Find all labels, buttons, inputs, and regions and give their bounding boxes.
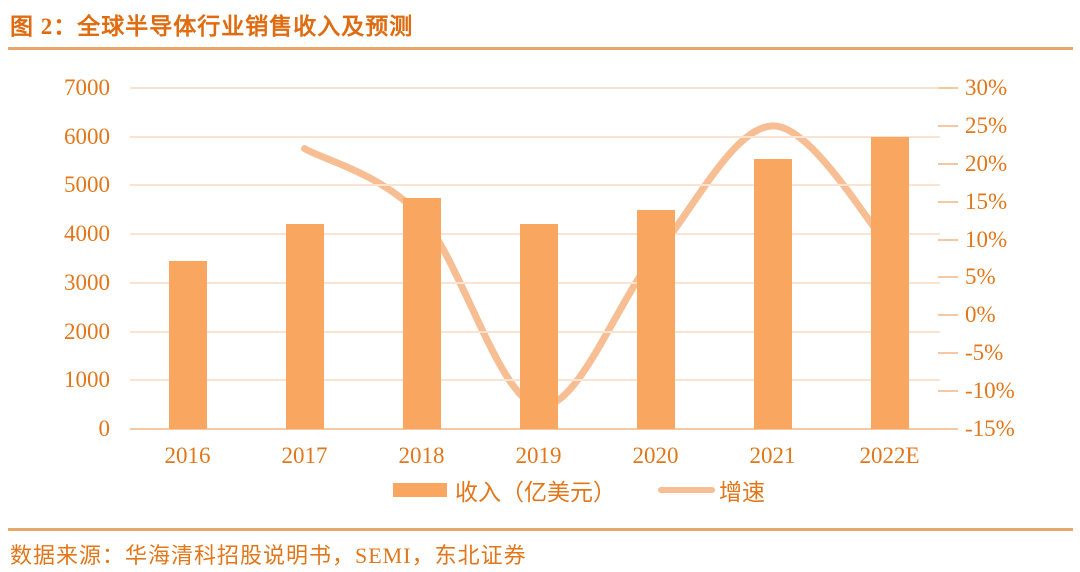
revenue-legend-label: 收入（亿美元） — [455, 480, 616, 505]
right-axis-tick — [938, 390, 958, 393]
revenue-bar-2020 — [636, 209, 675, 429]
growth-line — [301, 122, 893, 410]
right-axis-tick-label: 30% — [965, 75, 1008, 100]
x-axis-label-2021: 2021 — [749, 443, 796, 468]
x-axis-label-2017: 2017 — [281, 443, 328, 468]
left-axis-tick-label: 7000 — [64, 75, 110, 100]
x-axis-label-2018: 2018 — [398, 443, 445, 468]
revenue-bar-2016 — [168, 260, 207, 429]
right-axis-tick-label: 25% — [965, 112, 1008, 138]
right-axis-tick-label: -5% — [965, 340, 1004, 366]
right-axis-tick-label: -10% — [965, 378, 1015, 404]
right-axis-tick — [938, 162, 958, 165]
right-axis-tick — [938, 352, 958, 355]
gridline — [130, 135, 940, 138]
x-axis-line — [130, 428, 940, 430]
left-axis-tick-label: 1000 — [64, 367, 110, 393]
right-axis-tick-label: 10% — [965, 226, 1008, 252]
x-axis-label-2020: 2020 — [632, 443, 679, 468]
data-source-text: 数据来源：华海清科招股说明书，SEMI，东北证券 — [10, 543, 527, 568]
revenue-bar-2022E — [870, 136, 909, 429]
right-axis-tick — [938, 428, 958, 430]
right-axis-tick-label: 0% — [965, 302, 996, 328]
gridline — [130, 87, 940, 89]
gridline — [130, 184, 940, 187]
source-divider — [8, 528, 1073, 531]
right-axis-tick-label: -15% — [965, 416, 1015, 441]
right-axis-tick — [938, 314, 958, 317]
right-axis-tick-label: 15% — [965, 188, 1008, 214]
left-axis-tick-label: 2000 — [64, 318, 110, 344]
left-axis-tick-label: 3000 — [64, 269, 110, 295]
title-divider — [8, 47, 1073, 50]
revenue-bar-2017 — [285, 224, 324, 429]
growth-legend-line-swatch — [658, 487, 715, 493]
right-axis-tick-label: 5% — [965, 264, 996, 290]
right-axis-tick — [938, 238, 958, 241]
x-axis-label-2022E: 2022E — [859, 443, 920, 468]
plot-area — [130, 87, 940, 430]
revenue-bar-2019 — [519, 224, 558, 429]
growth-legend-label: 增速 — [719, 480, 765, 505]
right-axis-tick — [938, 87, 958, 89]
left-axis-tick-label: 6000 — [64, 123, 110, 149]
right-axis-tick — [938, 200, 958, 203]
x-axis-label-2019: 2019 — [515, 443, 562, 468]
revenue-legend-swatch — [393, 483, 447, 497]
right-axis-tick-label: 20% — [965, 150, 1008, 176]
x-axis-label-2016: 2016 — [164, 443, 211, 468]
revenue-bar-2018 — [402, 197, 441, 429]
right-axis-tick — [938, 276, 958, 279]
right-axis-tick — [938, 124, 958, 127]
revenue-bar-2021 — [753, 158, 792, 429]
figure-title: 图 2：全球半导体行业销售收入及预测 — [10, 14, 414, 39]
left-axis-tick-label: 4000 — [64, 221, 110, 247]
left-axis-tick-label: 5000 — [64, 172, 110, 198]
left-axis-tick-label: 0 — [98, 416, 111, 441]
chart-legend: 收入（亿美元） 增速 — [393, 476, 765, 505]
